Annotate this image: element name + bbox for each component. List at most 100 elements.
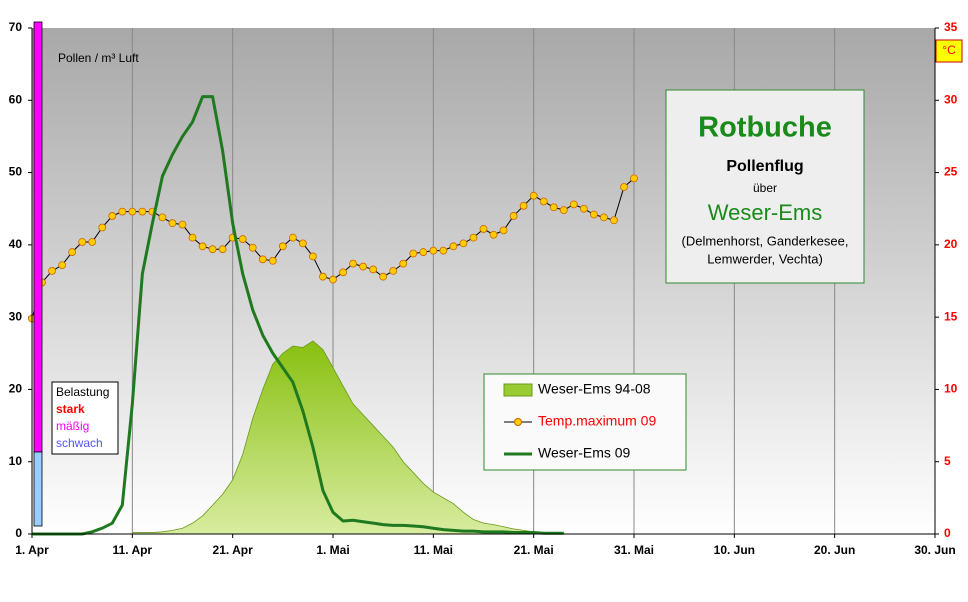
marker [238,235,247,243]
marker [419,248,428,256]
marker [298,239,307,248]
y2-tick-label: 35 [944,20,958,34]
info-connector: über [753,181,777,195]
info-places: Lemwerder, Vechta) [707,251,823,266]
marker [349,259,357,268]
marker [288,233,297,242]
marker [158,213,167,222]
marker [529,191,538,200]
info-title: Rotbuche [698,112,832,144]
y2-tick-label: 0 [944,526,951,540]
scale-medium: mäßig [56,419,89,433]
marker [589,210,598,219]
marker [389,266,398,275]
marker [559,206,568,215]
marker [58,261,66,269]
marker [569,200,578,209]
marker [168,219,177,228]
scale-high: stark [56,402,85,416]
marker [48,266,56,275]
y-tick-label: 40 [9,237,23,251]
x-tick-label: 31. Mai [614,543,654,557]
y2-tick-label: 5 [944,454,951,468]
marker [519,201,528,210]
marker [579,204,588,213]
marker [369,265,378,274]
marker [600,213,608,222]
x-tick-label: 20. Jun [814,543,855,557]
info-subtitle: Pollenflug [726,158,803,175]
info-places: (Delmenhorst, Ganderkesee, [682,233,849,248]
marker [469,233,478,242]
y2-tick-label: 30 [944,92,958,106]
marker [509,212,518,220]
scale-low: schwach [56,436,103,450]
marker [429,246,438,255]
marker [449,242,458,251]
marker [359,262,368,271]
y-tick-label: 50 [9,165,23,179]
marker [439,246,448,255]
y2-tick-label: 20 [944,237,958,251]
y-tick-label: 10 [9,454,23,468]
scale-box [51,381,119,455]
marker [499,226,508,235]
marker [409,249,418,258]
marker [379,272,388,281]
info-box [665,89,865,284]
y2-tick-label: 15 [944,309,958,323]
x-tick-label: 1. Apr [15,543,49,557]
marker [178,220,187,229]
y-tick-label: 0 [15,526,22,540]
x-tick-label: 1. Mai [316,543,349,557]
marker [248,243,257,252]
x-tick-label: 11. Apr [113,543,153,557]
x-tick-label: 10. Jun [714,543,755,557]
y2-axis-label: °C [942,43,956,57]
marker [610,216,618,225]
x-tick-label: 21. Apr [213,543,254,557]
marker [549,203,558,212]
area [131,340,565,535]
unit-box [935,39,963,63]
marker [78,238,87,246]
scale-bar-high [33,21,43,453]
marker [188,233,197,242]
legend-label: Weser-Ems 09 [538,445,631,461]
legend-label: Temp.maximum 09 [538,413,656,429]
legend-label: Weser-Ems 94-08 [538,381,651,397]
marker [278,242,287,251]
marker [339,268,347,277]
marker [98,223,107,232]
y-tick-label: 70 [9,20,23,34]
marker [620,183,628,191]
marker [208,245,217,254]
marker [459,239,468,248]
x-tick-label: 21. Mai [514,543,554,557]
y2-tick-label: 25 [944,165,958,179]
marker [118,207,127,216]
marker [489,230,498,239]
marker [399,259,408,268]
legend-swatch [503,383,533,397]
marker [138,207,147,216]
x-tick-label: 30. Jun [914,543,955,557]
marker [88,238,97,246]
y-axis-label: Pollen / m³ Luft [58,51,139,65]
marker [309,252,317,261]
legend-swatch [514,418,522,426]
marker [630,174,638,183]
y-tick-label: 20 [9,382,23,396]
marker [68,248,77,256]
y-tick-label: 30 [9,309,23,323]
marker [268,256,277,265]
info-region: Weser-Ems [708,200,823,225]
marker [128,207,137,216]
marker [539,197,548,206]
marker [479,225,488,233]
marker [319,272,327,281]
marker [329,275,337,284]
marker [258,255,267,264]
marker [218,245,227,254]
